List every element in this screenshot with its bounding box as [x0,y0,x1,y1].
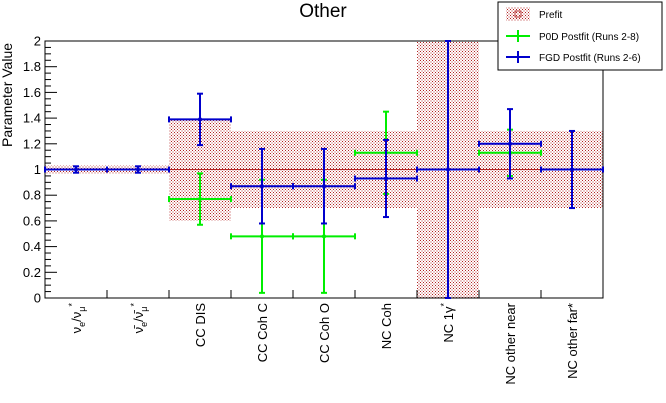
label-main: ν [69,327,84,334]
y-tick-label: 1.6 [23,85,41,100]
legend-prefit-label: Prefit [539,10,563,21]
label-sub: e [77,322,87,327]
label-main: NC 1γ [441,306,456,343]
x-tick-label: CC Coh O [317,303,332,363]
y-tick-label: 1 [34,162,41,177]
label-sup: * [439,303,449,307]
label-main: ν̄ [131,325,146,334]
y-tick-label: 0.8 [23,188,41,203]
x-tick-label: νe/νμ* [67,303,87,334]
y-tick-label: 0 [34,291,41,306]
x-tick-label: ν̄e/ν̄μ* [129,303,149,334]
data-points [44,40,604,299]
x-tick-label: NC 1γ* [439,303,456,343]
y-tick-label: 0.6 [23,213,41,228]
x-tick-label: CC Coh C [255,303,270,362]
p0d-point [260,234,264,239]
y-tick-label: 1.2 [23,136,41,151]
legend-fgd-label: FGD Postfit (Runs 2-6) [539,53,641,64]
label-main: /ν̄ [131,310,146,322]
legend-p0d-label: P0D Postfit (Runs 2-8) [539,32,639,43]
y-axis: 0 0.2 0.4 0.6 0.8 1 1.2 1.4 1.6 1.8 2 [23,34,57,306]
fgd-point [136,167,140,172]
label-sub: μ [77,307,87,312]
y-tick-label: 0.4 [23,239,41,254]
fgd-point [570,167,574,172]
fgd-point [322,184,326,189]
x-tick-label: NC Coh [379,303,394,349]
fgd-point [384,176,388,181]
label-sub: e [139,322,149,327]
x-tick-label: CC DIS [193,303,208,347]
x-axis: νe/νμ*ν̄e/ν̄μ* CC DIS CC Coh C CC Coh O NC C… [44,290,604,385]
legend: Prefit P0D Postfit (Runs 2-8) FGD Postfi… [497,1,663,71]
label-main: /ν [69,312,84,322]
y-tick-label: 0.2 [23,265,41,280]
fgd-point [260,184,264,189]
y-axis-label: Parameter Value [0,43,15,147]
x-tick-label: NC other near [503,302,518,384]
label-sup: * [67,303,77,307]
x-tick-label: NC other far* [565,303,580,379]
p0d-point [198,197,202,202]
y-tick-label: 1.4 [23,111,41,126]
fgd-point [74,167,78,172]
label-sup: * [129,303,139,307]
fgd-point [198,117,202,122]
legend-prefit-marker [514,10,522,18]
fgd-point [446,167,450,172]
chart-title: Other [299,1,347,22]
fgd-point [508,141,512,146]
label-sub: μ [139,307,149,312]
y-tick-label: 2 [34,34,41,49]
y-tick-label: 1.8 [23,59,41,74]
p0d-point [322,234,326,239]
legend-prefit-swatch [506,7,530,21]
